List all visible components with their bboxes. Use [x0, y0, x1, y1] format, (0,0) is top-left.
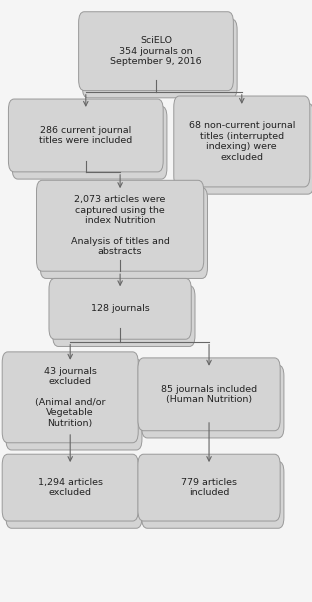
Text: 128 journals: 128 journals — [91, 305, 149, 313]
FancyBboxPatch shape — [8, 99, 163, 172]
FancyBboxPatch shape — [12, 106, 167, 179]
FancyBboxPatch shape — [2, 454, 138, 521]
FancyBboxPatch shape — [82, 19, 237, 98]
Text: 286 current journal
titles were included: 286 current journal titles were included — [39, 126, 132, 145]
Text: 43 journals
excluded

(Animal and/or
Vegetable
Nutrition): 43 journals excluded (Animal and/or Vege… — [35, 367, 105, 428]
Text: 85 journals included
(Human Nutrition): 85 journals included (Human Nutrition) — [161, 385, 257, 404]
FancyBboxPatch shape — [6, 359, 142, 450]
FancyBboxPatch shape — [174, 96, 310, 187]
FancyBboxPatch shape — [40, 188, 207, 278]
FancyBboxPatch shape — [49, 278, 191, 339]
Text: 68 non-current journal
titles (interrupted
indexing) were
excluded: 68 non-current journal titles (interrupt… — [189, 122, 295, 161]
FancyBboxPatch shape — [142, 365, 284, 438]
FancyBboxPatch shape — [138, 454, 280, 521]
FancyBboxPatch shape — [6, 462, 142, 529]
FancyBboxPatch shape — [79, 12, 233, 90]
FancyBboxPatch shape — [142, 462, 284, 529]
FancyBboxPatch shape — [2, 352, 138, 443]
Text: 1,294 articles
excluded: 1,294 articles excluded — [38, 478, 103, 497]
Text: SciELO
354 journals on
September 9, 2016: SciELO 354 journals on September 9, 2016 — [110, 36, 202, 66]
FancyBboxPatch shape — [138, 358, 280, 431]
Text: 2,073 articles were
captured using the
index Nutrition

Analysis of titles and
a: 2,073 articles were captured using the i… — [71, 195, 169, 256]
FancyBboxPatch shape — [178, 104, 312, 194]
Text: 779 articles
included: 779 articles included — [181, 478, 237, 497]
FancyBboxPatch shape — [37, 181, 204, 271]
FancyBboxPatch shape — [53, 286, 195, 346]
